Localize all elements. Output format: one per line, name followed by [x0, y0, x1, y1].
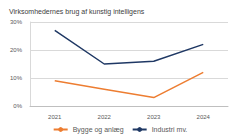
svg-text:Virksomhedernes brug af kunsti: Virksomhedernes brug af kunstig intellig…: [9, 8, 145, 16]
svg-text:2024: 2024: [197, 114, 211, 120]
svg-text:2023: 2023: [147, 114, 161, 120]
svg-text:2021: 2021: [48, 114, 62, 120]
svg-text:2022: 2022: [98, 114, 112, 120]
svg-text:20%: 20%: [10, 47, 23, 53]
svg-text:10%: 10%: [10, 75, 23, 81]
svg-text:Industri mv.: Industri mv.: [152, 126, 188, 133]
svg-text:Bygge og anlæg: Bygge og anlæg: [73, 126, 124, 134]
svg-text:30%: 30%: [10, 19, 23, 25]
svg-text:0%: 0%: [13, 103, 22, 109]
